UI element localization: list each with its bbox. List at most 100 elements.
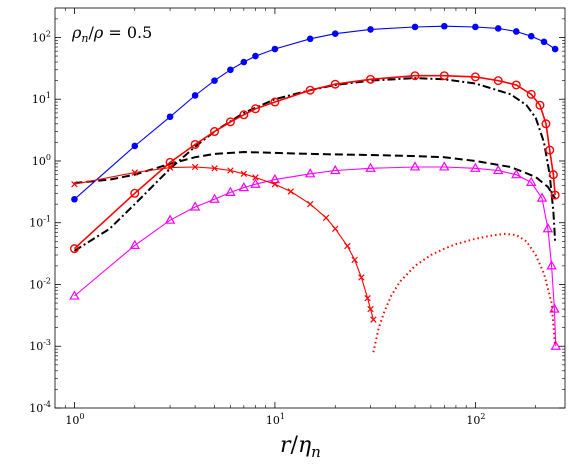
series-3-point-22 bbox=[550, 190, 560, 200]
series-2-point-2 bbox=[166, 113, 174, 121]
series-4-point-11 bbox=[365, 162, 376, 172]
series-layer bbox=[69, 22, 562, 353]
series-3-point-2 bbox=[165, 157, 175, 167]
series-3-point-18 bbox=[535, 100, 545, 110]
series-5-point-11 bbox=[322, 214, 330, 222]
series-3-point-11 bbox=[366, 74, 376, 84]
series-4-point-17 bbox=[526, 176, 537, 186]
series-3-point-9 bbox=[305, 85, 315, 95]
series-4-point-3 bbox=[189, 201, 201, 211]
series-2-point-10 bbox=[331, 30, 339, 38]
series-4 bbox=[69, 161, 562, 350]
y-tick-label-2: 10-2 bbox=[29, 276, 51, 291]
series-2-point-16 bbox=[512, 28, 520, 35]
x-tick-label-1: 101 bbox=[266, 412, 285, 427]
series-4-point-12 bbox=[409, 161, 421, 171]
series-2-point-12 bbox=[411, 23, 419, 31]
series-5-point-10 bbox=[306, 200, 314, 208]
series-4-point-22 bbox=[550, 340, 562, 350]
series-4-point-4 bbox=[209, 193, 220, 203]
series-5-point-8 bbox=[271, 181, 279, 188]
series-4-point-18 bbox=[536, 192, 548, 202]
series-1-line bbox=[73, 77, 557, 252]
series-5-point-0 bbox=[71, 181, 78, 188]
series-3-point-4 bbox=[210, 127, 220, 137]
series-5-point-3 bbox=[191, 163, 199, 171]
series-2-point-6 bbox=[240, 58, 248, 66]
series-5-point-18 bbox=[370, 316, 377, 323]
series-1 bbox=[73, 77, 557, 252]
series-3-point-5 bbox=[225, 117, 235, 127]
series-3-point-16 bbox=[511, 80, 521, 90]
series-5-point-4 bbox=[211, 165, 218, 172]
series-2-point-11 bbox=[367, 26, 374, 33]
series-3-point-3 bbox=[190, 139, 200, 149]
series-6 bbox=[372, 232, 557, 353]
series-5-point-9 bbox=[287, 188, 294, 195]
series-3-point-13 bbox=[439, 71, 449, 81]
series-2-point-14 bbox=[472, 23, 479, 31]
x-axis-title: r/ηn bbox=[280, 433, 321, 461]
axis-ticks: 100 101 102 10-4 10-3 10-2 10-1 100 101 102 bbox=[29, 8, 565, 427]
series-2-point-1 bbox=[131, 142, 139, 150]
series-5-point-12 bbox=[332, 225, 339, 232]
y-tick-label-3: 10-1 bbox=[29, 215, 51, 230]
series-2-point-5 bbox=[227, 66, 234, 74]
series-3-point-1 bbox=[130, 188, 140, 198]
series-0 bbox=[74, 150, 556, 199]
y-tick-label-1: 10-3 bbox=[29, 338, 51, 353]
series-3-point-8 bbox=[270, 97, 280, 107]
x-tick-label-0: 100 bbox=[65, 412, 84, 427]
series-3-point-6 bbox=[239, 110, 249, 120]
series-5 bbox=[71, 163, 377, 323]
series-5-point-2 bbox=[166, 164, 174, 171]
series-2-point-18 bbox=[540, 38, 548, 46]
series-3-point-17 bbox=[526, 89, 536, 99]
series-4-point-19 bbox=[542, 222, 554, 233]
y-tick-label-4: 100 bbox=[32, 153, 51, 168]
series-2-point-9 bbox=[306, 35, 314, 43]
series-2 bbox=[71, 22, 559, 203]
series-4-point-21 bbox=[549, 303, 560, 313]
axes-frame bbox=[54, 7, 566, 409]
series-3-point-10 bbox=[330, 79, 340, 89]
series-6-line bbox=[372, 232, 557, 353]
series-4-point-20 bbox=[546, 260, 557, 270]
series-4-point-7 bbox=[250, 178, 261, 188]
series-4-point-8 bbox=[269, 173, 281, 184]
plot-frame bbox=[54, 7, 566, 409]
series-4-point-9 bbox=[304, 168, 316, 178]
series-4-point-15 bbox=[492, 164, 504, 175]
series-3-point-14 bbox=[470, 72, 480, 82]
series-2-point-0 bbox=[71, 195, 78, 203]
series-5-point-5 bbox=[227, 167, 234, 174]
series-5-point-16 bbox=[364, 294, 371, 302]
series-4-point-16 bbox=[511, 168, 522, 179]
x-tick-label-2: 102 bbox=[466, 412, 485, 427]
series-5-point-6 bbox=[240, 170, 248, 178]
series-2-point-3 bbox=[191, 92, 199, 99]
series-5-point-1 bbox=[131, 169, 138, 176]
series-3-point-21 bbox=[548, 170, 558, 180]
series-5-point-17 bbox=[367, 305, 374, 313]
series-5-point-15 bbox=[358, 274, 365, 281]
series-2-point-8 bbox=[271, 45, 279, 53]
series-2-point-13 bbox=[441, 22, 448, 30]
series-3-point-19 bbox=[541, 119, 551, 129]
y-tick-label-0: 10-4 bbox=[29, 400, 51, 415]
series-4-point-1 bbox=[129, 239, 140, 249]
series-4-point-13 bbox=[439, 161, 450, 171]
series-4-point-10 bbox=[330, 164, 341, 175]
series-4-point-2 bbox=[164, 214, 176, 224]
series-4-point-0 bbox=[69, 290, 80, 300]
series-2-point-17 bbox=[527, 32, 535, 40]
density-ratio-annotation: ρn/ρ = 0.5 bbox=[71, 23, 152, 45]
series-4-point-6 bbox=[238, 181, 250, 192]
series-3-point-7 bbox=[250, 104, 260, 114]
series-4-line bbox=[74, 166, 557, 347]
plot-background bbox=[55, 8, 565, 408]
series-4-point-5 bbox=[225, 186, 236, 196]
series-3-point-0 bbox=[69, 244, 79, 254]
series-3-point-20 bbox=[545, 145, 555, 155]
